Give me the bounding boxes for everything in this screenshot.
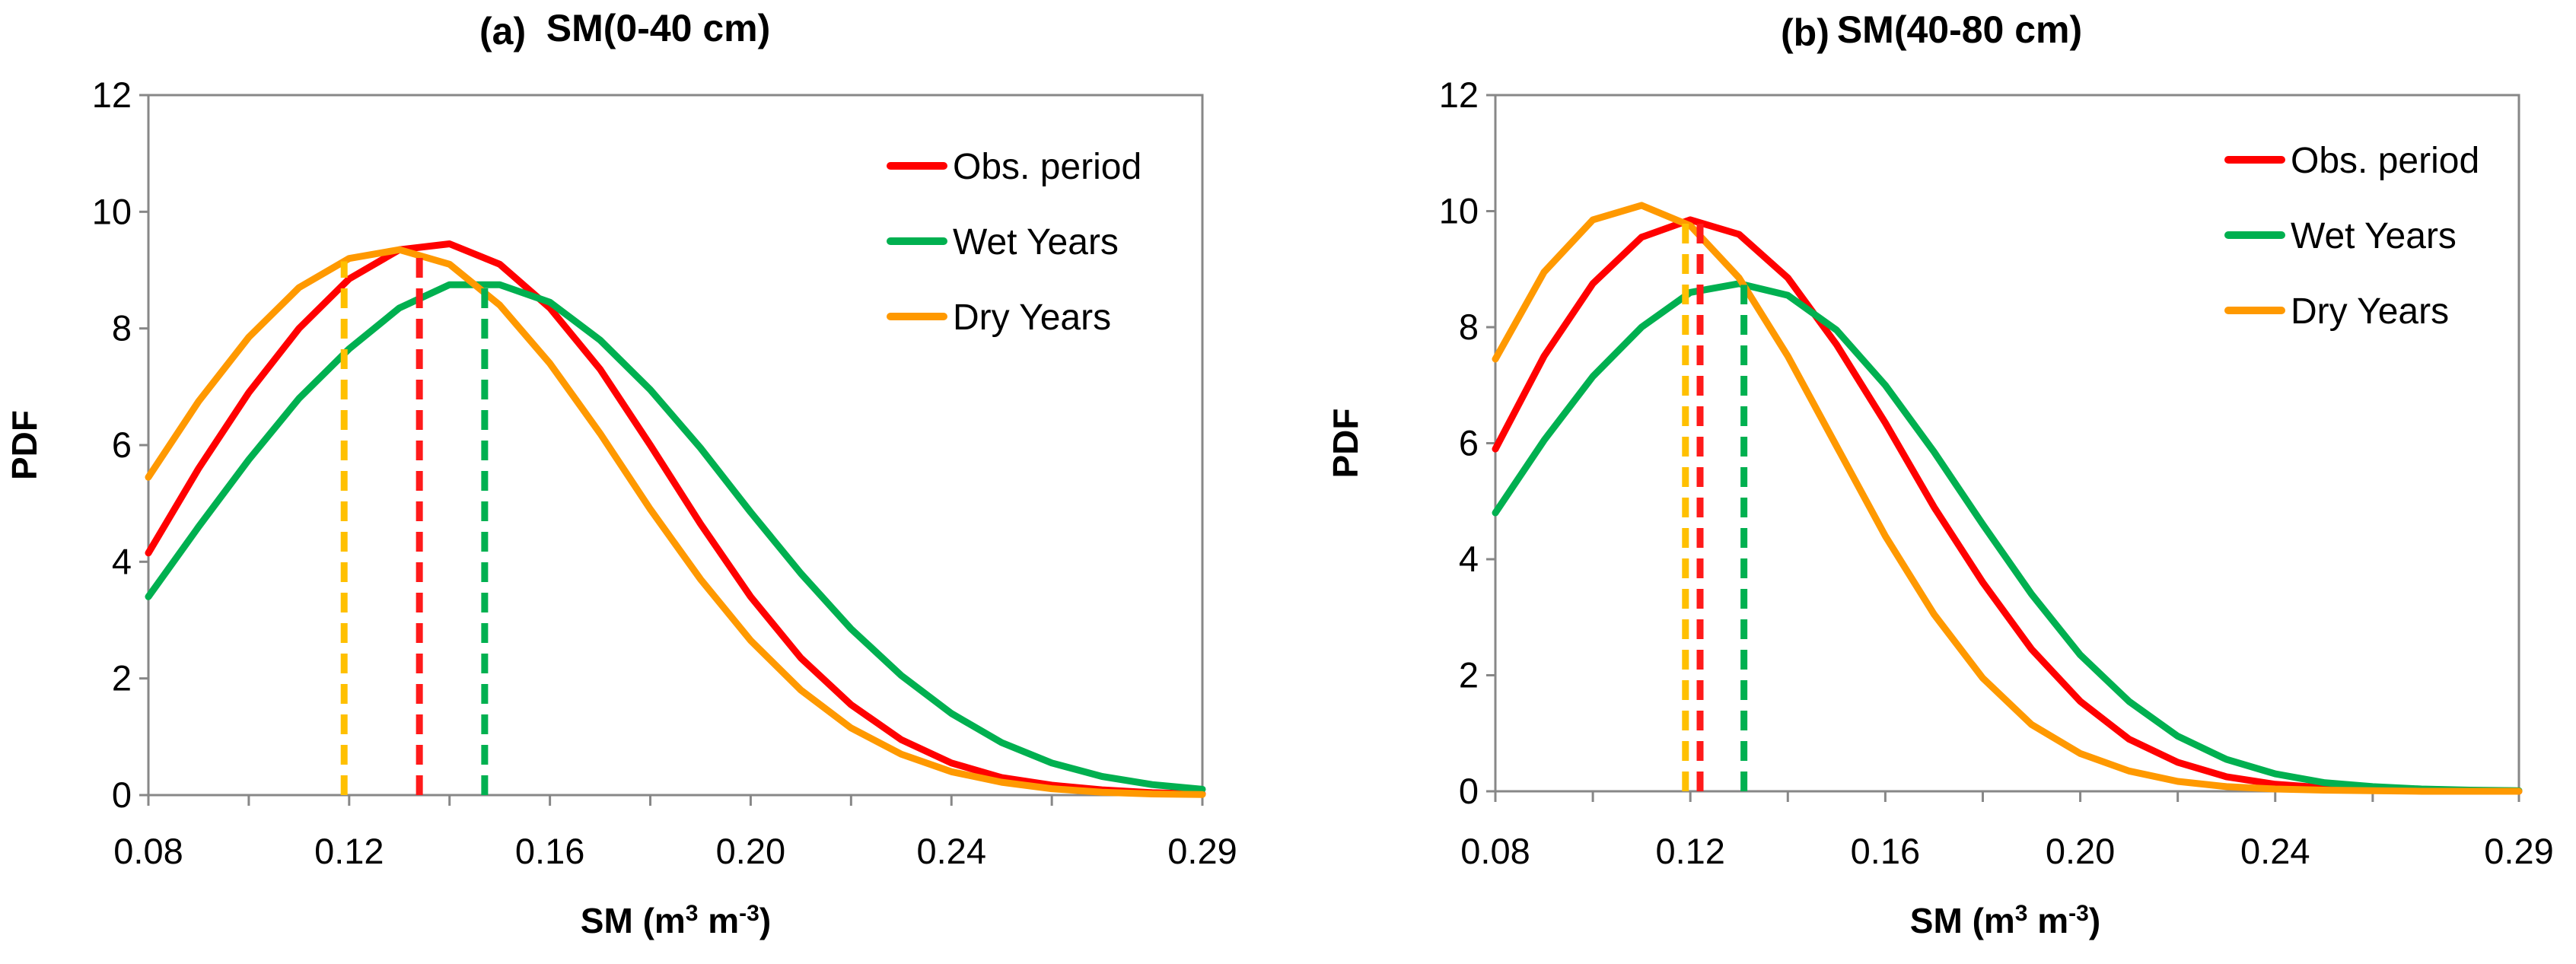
x-tick-label: 0.29 [1167, 831, 1237, 871]
legend-label: Obs. period [953, 147, 1142, 187]
y-tick-label: 12 [1439, 75, 1479, 115]
y-axis-label: PDF [1326, 409, 1365, 479]
series-line-wet-years [145, 281, 1206, 793]
y-tick-label: 0 [1459, 771, 1479, 811]
chart-title: SM(0-40 cm) [546, 7, 771, 49]
chart-panel-b: 0 2 4 6 8 10 12 0.08 0.12 0.16 0.20 0.24 0.29 Obs. pe… [1326, 8, 2554, 940]
x-tick-label: 0.08 [1460, 831, 1530, 871]
x-tick-label: 0.12 [314, 831, 384, 871]
x-tick-label: 0.24 [916, 831, 986, 871]
y-tick-label: 4 [112, 541, 132, 581]
x-tick-label: 0.20 [716, 831, 785, 871]
series-line-wet-years [1492, 280, 2523, 794]
chart-panel-a: 0 2 4 6 8 10 12 0.08 0.12 0.16 0.20 0.24 0.29 Obs. pe… [5, 7, 1237, 940]
x-axis-label: SM (m3 m-3) [1910, 901, 2100, 940]
series-line-dry-years [1492, 202, 2523, 795]
y-tick-label: 6 [1459, 423, 1479, 463]
y-tick-label: 2 [1459, 655, 1479, 695]
y-tick-label: 8 [1459, 307, 1479, 347]
panel-label: (a) [479, 10, 526, 52]
y-tick-label: 4 [1459, 539, 1479, 579]
x-tick-label: 0.20 [2046, 831, 2115, 871]
legend-label: Obs. period [2291, 141, 2479, 181]
y-tick-label: 0 [112, 775, 132, 815]
y-tick-label: 12 [92, 75, 132, 115]
series-line-dry-years [145, 246, 1206, 798]
x-tick-label: 0.24 [2240, 831, 2310, 871]
y-tick-label: 2 [112, 658, 132, 698]
legend-label: Dry Years [953, 297, 1111, 338]
panel-label: (b) [1781, 11, 1829, 54]
x-tick-label: 0.29 [2484, 831, 2553, 871]
legend-label: Wet Years [953, 222, 1119, 262]
y-tick-label: 10 [92, 191, 132, 231]
y-tick-label: 10 [1439, 191, 1479, 231]
y-axis-label: PDF [5, 410, 44, 480]
x-axis-label: SM (m3 m-3) [581, 901, 771, 940]
x-tick-label: 0.08 [113, 831, 183, 871]
y-tick-label: 8 [112, 308, 132, 348]
x-tick-label: 0.16 [1851, 831, 1920, 871]
legend-label: Dry Years [2291, 291, 2449, 332]
legend-label: Wet Years [2291, 216, 2457, 256]
chart-title: SM(40-80 cm) [1837, 8, 2082, 51]
series-line-obs-period [145, 240, 1206, 797]
x-tick-label: 0.12 [1655, 831, 1724, 871]
y-tick-label: 6 [112, 425, 132, 465]
x-tick-label: 0.16 [515, 831, 584, 871]
